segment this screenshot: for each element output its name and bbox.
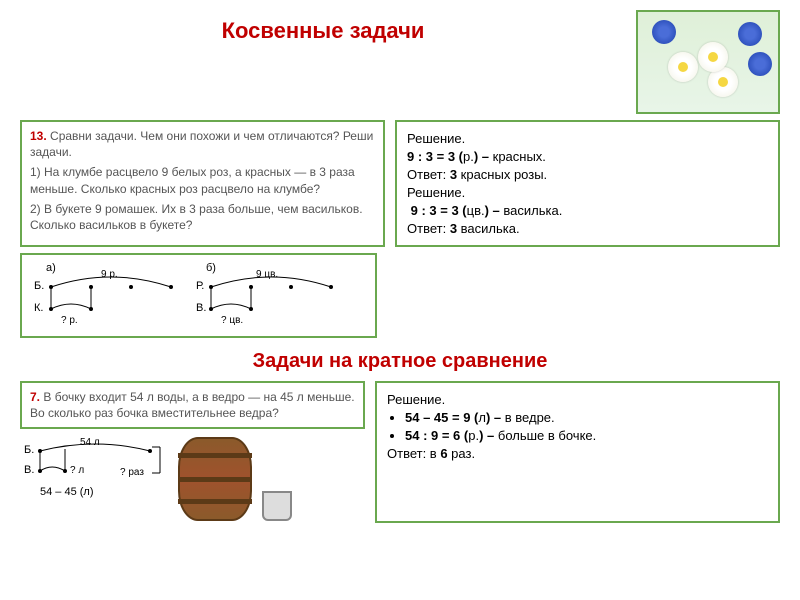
sub-title: Задачи на кратное сравнение — [20, 350, 780, 373]
solution-2-box: Решение. 54 – 45 = 9 (л) – в ведре. 54 :… — [375, 381, 780, 523]
diagram-13-svg: a) б) Б. 9 р. К. ? р. Р. 9 цв. В. ? цв. — [26, 259, 366, 329]
task7-text: В бочку входит 54 л воды, а в ведро — на… — [30, 390, 355, 420]
svg-text:a): a) — [46, 262, 56, 274]
svg-text:б): б) — [206, 262, 216, 274]
sol2-ans: Ответ: в 6 раз. — [387, 446, 768, 461]
svg-text:54 л: 54 л — [80, 437, 100, 448]
svg-text:? л: ? л — [70, 465, 84, 476]
svg-text:Б.: Б. — [24, 444, 34, 456]
svg-text:К.: К. — [34, 302, 43, 314]
svg-text:? р.: ? р. — [61, 315, 78, 326]
flower-image — [636, 10, 780, 114]
svg-text:? цв.: ? цв. — [221, 315, 243, 326]
svg-text:В.: В. — [196, 302, 206, 314]
sol1-line2: 9 : 3 = 3 (цв.) – василька. — [407, 203, 768, 218]
sol1-line1: 9 : 3 = 3 (р.) – красных. — [407, 149, 768, 164]
svg-text:9 р.: 9 р. — [101, 269, 118, 280]
svg-text:54 – 45 (л): 54 – 45 (л) — [40, 486, 94, 498]
diagram-13: a) б) Б. 9 р. К. ? р. Р. 9 цв. В. ? цв. — [20, 253, 377, 338]
task-13-box: 13. Сравни задачи. Чем они похожи и чем … — [20, 120, 385, 247]
task-num-13: 13. — [30, 129, 47, 143]
task13-intro: Сравни задачи. Чем они похожи и чем отли… — [30, 129, 373, 159]
svg-text:? раз: ? раз — [120, 467, 144, 478]
barrel-icon — [178, 437, 252, 521]
svg-text:В.: В. — [24, 464, 34, 476]
solution-1-box: Решение. 9 : 3 = 3 (р.) – красных. Ответ… — [395, 120, 780, 247]
main-title: Косвенные задачи — [20, 18, 626, 44]
svg-text:9 цв.: 9 цв. — [256, 269, 278, 280]
svg-text:Р.: Р. — [196, 280, 204, 292]
task-7-box: 7. В бочку входит 54 л воды, а в ведро —… — [20, 381, 365, 429]
sol1-h2: Решение. — [407, 185, 768, 200]
diagram-7-svg: Б. 54 л В. ? л ? раз 54 – 45 (л) — [20, 433, 170, 523]
task13-p1: 1) На клумбе расцвело 9 белых роз, а кра… — [30, 164, 375, 196]
sol2-b1: 54 – 45 = 9 (л) – в ведре. — [405, 410, 768, 425]
svg-text:Б.: Б. — [34, 280, 44, 292]
sol1-ans2: Ответ: 3 василька. — [407, 221, 768, 236]
sol1-h1: Решение. — [407, 131, 768, 146]
bucket-icon — [262, 491, 292, 521]
sol2-h: Решение. — [387, 392, 768, 407]
task13-p2: 2) В букете 9 ромашек. Их в 3 раза больш… — [30, 201, 375, 233]
sol2-b2: 54 : 9 = 6 (р.) – больше в бочке. — [405, 428, 768, 443]
sol1-ans1: Ответ: 3 красных розы. — [407, 167, 768, 182]
task-num-7: 7. — [30, 390, 40, 404]
